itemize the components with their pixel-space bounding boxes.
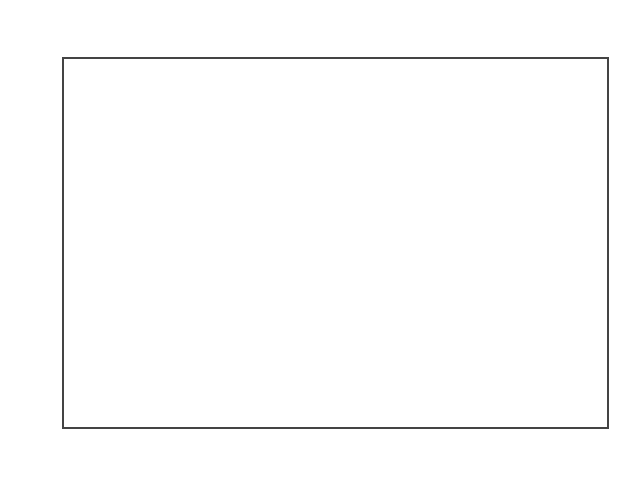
y-axis-title bbox=[4, 57, 22, 429]
plot-area bbox=[62, 57, 609, 429]
